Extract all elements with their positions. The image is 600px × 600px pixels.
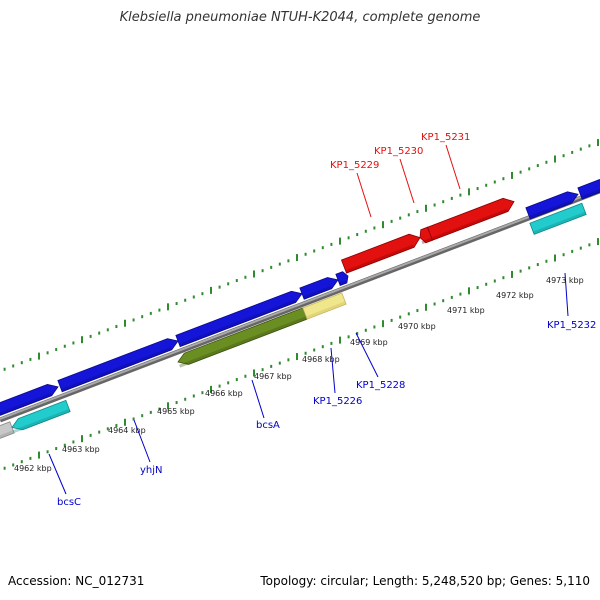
- gene-bcsA-upper-body: [175, 290, 303, 348]
- gene-cyan-right-shade: [533, 211, 587, 235]
- gene-bcsC-body: [11, 399, 71, 431]
- gene-KP1_5231-shade: [431, 208, 509, 241]
- kbp-label: 4967 kbp: [254, 372, 292, 381]
- gene-label[interactable]: KP1_5231: [421, 132, 470, 143]
- gene-KP1_5232-a[interactable]: [525, 189, 580, 220]
- gene-bcsZ-body: [57, 338, 179, 393]
- kbp-label: 4964 kbp: [108, 426, 146, 435]
- gene-bcsA-shade: [179, 316, 308, 368]
- gene-KP1_5229[interactable]: [340, 231, 423, 274]
- gene-cyan-right-body: [529, 202, 587, 235]
- gene-KP1_5230-body: [419, 226, 434, 244]
- gene-KP1_5231-body: [426, 197, 515, 241]
- gene-KP1_5226[interactable]: [302, 292, 347, 320]
- gene-KP1_5229-body: [340, 233, 421, 274]
- gene-blue-small-b[interactable]: [335, 270, 350, 287]
- gene-blue-small-b-shade: [339, 280, 347, 286]
- gene-KP1_5232-b-shade: [581, 187, 600, 200]
- gene-label-leader: [399, 158, 415, 204]
- backbone-highlight: [0, 188, 600, 420]
- gene-bcsZ[interactable]: [57, 335, 180, 393]
- gene-gray-left-shade: [0, 430, 15, 442]
- kbp-label: 4972 kbp: [496, 291, 534, 300]
- gene-blue-small-a-body: [299, 277, 339, 300]
- gene-label[interactable]: KP1_5228: [356, 380, 405, 391]
- gene-label[interactable]: bcsC: [57, 497, 81, 508]
- outer-tick-track: [3, 139, 599, 371]
- gene-label-leader: [445, 144, 461, 190]
- gene-bcsC[interactable]: [10, 399, 71, 434]
- gene-bcsC-upper-body: [0, 384, 59, 419]
- gene-KP1_5230-shade: [421, 237, 433, 245]
- gene-bcsA-upper-shade: [179, 299, 296, 347]
- gene-bcsC-upper[interactable]: [0, 381, 60, 419]
- gene-bcsA-body: [177, 307, 308, 365]
- genome-title: Klebsiella pneumoniae NTUH-K2044, comple…: [119, 10, 481, 25]
- gene-blue-small-b-body: [335, 271, 349, 287]
- gene-label[interactable]: bcsA: [256, 420, 280, 431]
- gene-KP1_5232-b[interactable]: [577, 176, 600, 200]
- gene-KP1_5232-a-shade: [529, 200, 572, 219]
- gene-label-leader: [355, 332, 379, 378]
- gene-label-leader: [564, 272, 569, 317]
- gene-gray-left[interactable]: [0, 421, 15, 442]
- kbp-label: 4966 kbp: [205, 389, 243, 398]
- kbp-label: 4968 kbp: [302, 355, 340, 364]
- gene-KP1_5231[interactable]: [426, 195, 517, 241]
- gene-bcsC-shade: [13, 408, 71, 434]
- gene-label[interactable]: yhjN: [140, 465, 163, 476]
- gene-labels[interactable]: bcsC yhjN bcsA KP1_5226 KP1_5228 KP1_5229 KP1_…: [48, 132, 596, 508]
- gene-label-leader: [356, 172, 372, 218]
- gene-cyan-right[interactable]: [529, 202, 587, 235]
- gene-KP1_5229-shade: [345, 244, 415, 274]
- gene-label-leader: [48, 453, 67, 495]
- gene-KP1_5226-shade: [306, 301, 347, 320]
- kbp-label: 4973 kbp: [546, 276, 584, 285]
- gene-KP1_5230[interactable]: [418, 226, 434, 245]
- gene-KP1_5226-body: [302, 292, 347, 320]
- backbone-line: [0, 188, 600, 423]
- accession-text: Accession: NC_012731: [8, 574, 145, 588]
- gene-label[interactable]: KP1_5229: [330, 160, 379, 171]
- kbp-label: 4969 kbp: [350, 338, 388, 347]
- kbp-label: 4962 kbp: [14, 464, 52, 473]
- gene-label[interactable]: KP1_5230: [374, 146, 423, 157]
- gene-features[interactable]: [0, 176, 600, 442]
- topology-text: Topology: circular; Length: 5,248,520 bp…: [260, 574, 590, 588]
- kbp-label: 4965 kbp: [157, 407, 195, 416]
- inner-tick-track: [3, 238, 599, 470]
- kbp-label: 4971 kbp: [447, 306, 485, 315]
- gene-KP1_5232-b-body: [577, 179, 600, 200]
- kbp-label: 4970 kbp: [398, 322, 436, 331]
- gene-KP1_5232-a-body: [525, 191, 579, 220]
- kbp-scale-labels: 4962 kbp 4963 kbp 4964 kbp 4965 kbp 4966 kbp…: [14, 276, 584, 473]
- gene-gray-left-body: [0, 421, 15, 442]
- gene-label[interactable]: KP1_5226: [313, 396, 362, 407]
- gene-bcsZ-shade: [61, 347, 172, 392]
- gene-blue-small-a-shade: [303, 285, 332, 300]
- kbp-label: 4963 kbp: [62, 445, 100, 454]
- gene-label-leader: [251, 379, 265, 419]
- gene-blue-small-a[interactable]: [299, 274, 340, 300]
- gene-label-leader: [133, 419, 151, 463]
- gene-label[interactable]: KP1_5232: [547, 320, 596, 331]
- gene-bcsA-upper[interactable]: [175, 288, 304, 348]
- gene-label-leader: [330, 347, 336, 394]
- gene-bcsA[interactable]: [176, 307, 308, 368]
- gene-bcsC-upper-shade: [0, 392, 52, 419]
